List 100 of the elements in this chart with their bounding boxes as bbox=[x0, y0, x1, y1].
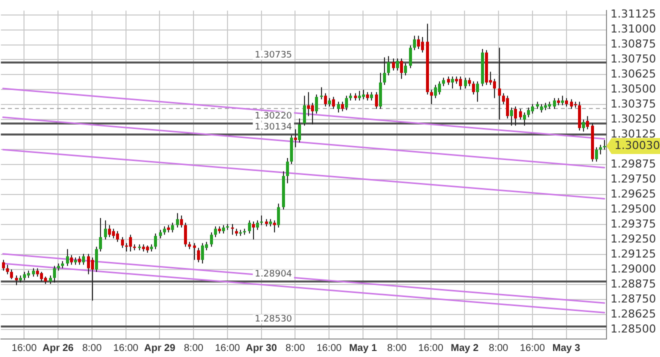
candlestick bbox=[493, 78, 496, 99]
candlestick bbox=[506, 95, 509, 119]
candlestick bbox=[345, 95, 348, 111]
candlestick bbox=[553, 98, 556, 110]
y-tick-label: 1.30875 bbox=[610, 38, 656, 51]
candlestick bbox=[129, 234, 132, 252]
y-tick-label: 1.28500 bbox=[610, 322, 656, 336]
candlestick bbox=[582, 119, 585, 132]
candlestick bbox=[413, 35, 416, 51]
ref-line-label: 1.30134 bbox=[254, 122, 292, 132]
candlestick bbox=[578, 101, 581, 131]
candlestick bbox=[459, 76, 462, 90]
x-tick-label: 16:00 bbox=[12, 342, 38, 354]
candlestick bbox=[277, 203, 280, 228]
y-tick-label: 1.31125 bbox=[610, 8, 656, 21]
candlestick bbox=[95, 246, 98, 272]
x-tick-label: Apr 26 bbox=[42, 342, 74, 354]
candlestick bbox=[66, 248, 69, 266]
candlestick bbox=[99, 217, 102, 252]
candlestick bbox=[570, 98, 573, 110]
candlestick bbox=[108, 224, 111, 238]
candlestick bbox=[104, 220, 107, 240]
y-tick-label: 1.29250 bbox=[610, 232, 656, 246]
x-tick-label: 8:00 bbox=[184, 342, 204, 354]
x-tick-label: May 2 bbox=[450, 342, 479, 354]
candlestick bbox=[2, 259, 5, 272]
x-tick-label: 8:00 bbox=[488, 342, 509, 354]
candlestick bbox=[70, 254, 73, 266]
candlestick bbox=[252, 221, 255, 240]
candlestick bbox=[430, 89, 433, 105]
x-tick-label: 8:00 bbox=[285, 342, 306, 354]
y-tick-label: 1.29000 bbox=[610, 262, 656, 276]
candlestick bbox=[451, 76, 454, 90]
ref-line-label: 1.30220 bbox=[254, 111, 292, 122]
candlestick bbox=[320, 86, 323, 100]
candlestick bbox=[438, 80, 441, 95]
y-tick-label: 1.30375 bbox=[610, 98, 656, 111]
x-tick-label: May 1 bbox=[349, 342, 378, 354]
candlestick bbox=[341, 101, 344, 112]
candlestick bbox=[82, 253, 85, 266]
y-tick-label: 1.28750 bbox=[610, 292, 656, 306]
x-tick-label: 16:00 bbox=[520, 342, 546, 354]
candlestick bbox=[171, 222, 174, 233]
candlestick bbox=[375, 92, 378, 110]
candlestick bbox=[201, 242, 204, 264]
candlestick bbox=[303, 95, 306, 126]
candlestick bbox=[476, 80, 479, 102]
candlestick bbox=[498, 47, 501, 120]
y-tick-label: 1.31000 bbox=[610, 22, 656, 36]
candlestick bbox=[154, 233, 157, 250]
x-tick-label: 16:00 bbox=[316, 342, 342, 354]
candlestick bbox=[599, 144, 602, 155]
candlestick bbox=[176, 212, 179, 228]
candlestick bbox=[248, 220, 251, 234]
candlestick bbox=[311, 102, 314, 125]
candlestick bbox=[121, 236, 124, 248]
candlestick bbox=[561, 95, 564, 106]
candlestick bbox=[193, 242, 196, 260]
x-tick-label: 8:00 bbox=[82, 342, 102, 354]
candlestick bbox=[214, 226, 217, 238]
candlestick bbox=[6, 264, 9, 275]
candlestick bbox=[10, 268, 13, 280]
y-tick-label: 1.29875 bbox=[610, 157, 656, 170]
candlestick bbox=[337, 101, 340, 113]
y-tick-label: 1.30250 bbox=[610, 112, 656, 126]
candlestick bbox=[464, 77, 467, 90]
candlestick bbox=[273, 220, 276, 233]
x-tick-label: May 3 bbox=[552, 342, 581, 354]
candlestick bbox=[404, 62, 407, 76]
candlestick bbox=[290, 134, 293, 165]
candlestick bbox=[379, 72, 382, 110]
candlestick bbox=[286, 158, 289, 184]
candlestick bbox=[294, 128, 297, 148]
candlestick bbox=[523, 112, 526, 126]
y-tick-label: 1.30750 bbox=[610, 52, 656, 66]
y-tick-label: 1.29500 bbox=[610, 202, 656, 216]
candlestick bbox=[53, 265, 56, 284]
x-tick-label: 16:00 bbox=[418, 342, 444, 354]
y-tick-label: 1.29125 bbox=[610, 247, 656, 260]
candlestick bbox=[514, 106, 517, 126]
candlestick bbox=[87, 253, 90, 275]
y-tick-label: 1.30500 bbox=[610, 82, 656, 96]
x-tick-label: 8:00 bbox=[387, 342, 408, 354]
y-tick-label: 1.30125 bbox=[610, 128, 656, 141]
candlestick bbox=[210, 232, 213, 248]
candlestick bbox=[332, 96, 335, 110]
candlestick bbox=[392, 58, 395, 72]
candlestick bbox=[417, 35, 420, 50]
y-tick-label: 1.29375 bbox=[610, 217, 656, 230]
candlestick bbox=[383, 56, 386, 86]
y-tick-label: 1.28625 bbox=[610, 307, 656, 320]
x-tick-label: 16:00 bbox=[113, 342, 139, 354]
candlestick bbox=[15, 274, 18, 286]
candlestick bbox=[595, 146, 598, 162]
candlestick bbox=[307, 92, 310, 117]
candlestick bbox=[91, 257, 94, 302]
candlestick bbox=[400, 58, 403, 80]
candlestick bbox=[184, 222, 187, 248]
candlestick bbox=[358, 90, 361, 101]
candlestick bbox=[298, 118, 301, 143]
